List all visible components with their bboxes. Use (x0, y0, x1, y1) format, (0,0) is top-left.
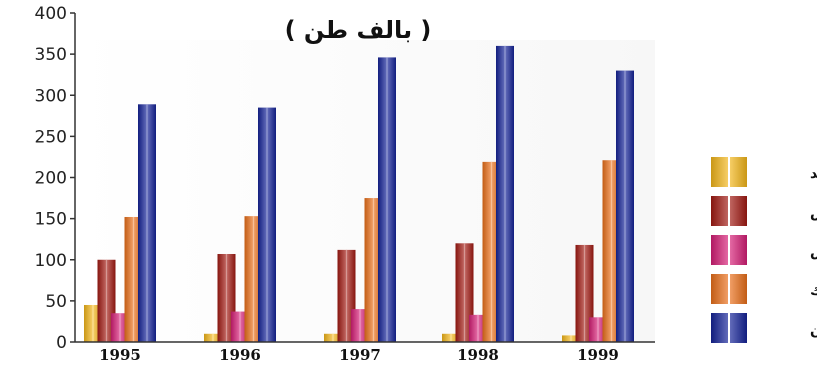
y-tick-label: 100 (35, 251, 67, 271)
y-tick-label: 400 (35, 4, 67, 24)
x-tick-label: 1996 (219, 346, 261, 364)
legend-label: الزنك (810, 283, 817, 299)
y-tick-label: 350 (35, 45, 67, 65)
y-tick-label: 50 (45, 292, 67, 312)
legend-label: النحاس (810, 244, 817, 260)
x-tick-label: 1997 (339, 346, 381, 364)
y-tick-label: 0 (56, 333, 67, 353)
y-tick-label: 300 (35, 86, 67, 106)
x-axis: 1995 1996 1997 1998 1999 (75, 341, 655, 364)
x-tick-label: 1995 (99, 346, 141, 364)
bars (84, 45, 634, 343)
x-tick-label: 1998 (457, 346, 499, 364)
legend-label: البارتين (810, 322, 817, 338)
y-tick-label: 200 (35, 169, 67, 189)
y-tick-label: 150 (35, 210, 67, 230)
legend: الحديد الرصاص النحاس الزنك البارتين (711, 157, 817, 343)
y-axis: 0 50 100 150 200 250 300 350 400 (35, 4, 76, 353)
x-tick-label: 1999 (577, 346, 619, 364)
y-tick-label: 250 (35, 127, 67, 147)
legend-label: الرصاص (810, 205, 817, 221)
legend-label: الحديد (810, 166, 817, 182)
unit-label: ( بالف طن ) (285, 16, 432, 44)
